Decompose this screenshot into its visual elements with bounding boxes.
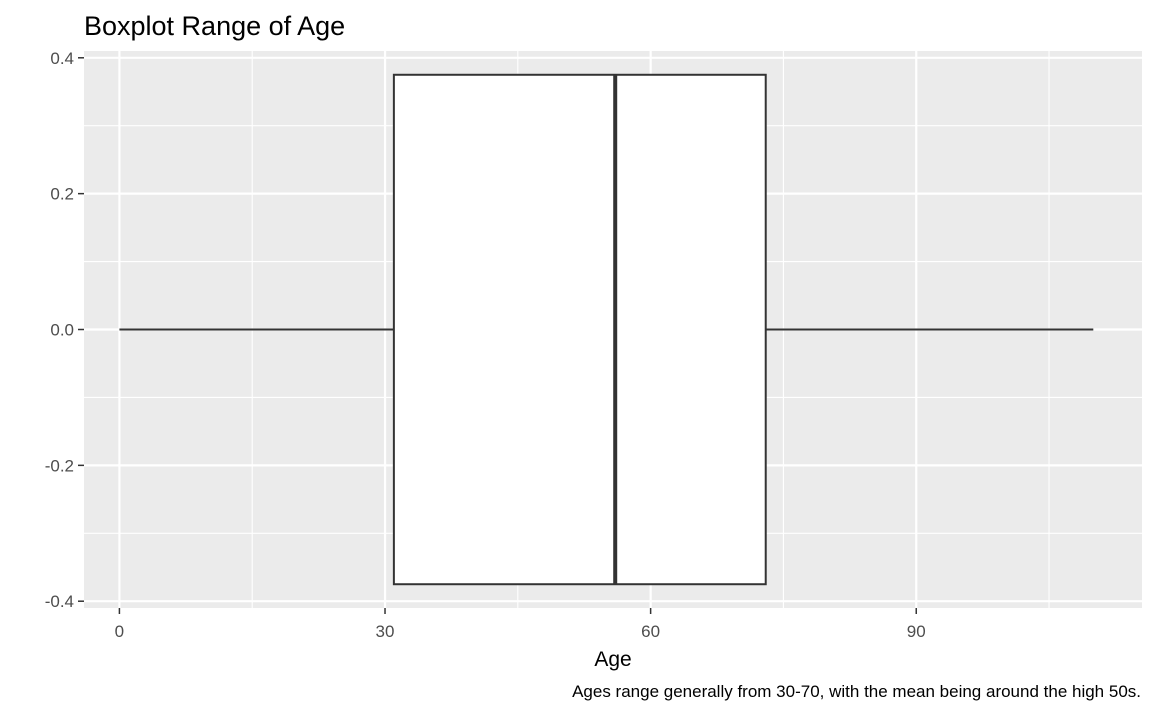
axes: 0 30 60 90 -0.4 -0.2 0.0 0.2 0.4 — [45, 49, 926, 641]
x-tick-label: 60 — [641, 622, 660, 641]
x-tick-label: 90 — [907, 622, 926, 641]
y-tick-label: 0.2 — [50, 185, 74, 204]
chart-caption: Ages range generally from 30-70, with th… — [572, 682, 1141, 701]
y-tick-label: -0.4 — [45, 592, 74, 611]
x-tick-label: 0 — [115, 622, 124, 641]
x-axis-title: Age — [594, 648, 631, 671]
y-tick-label: 0.4 — [50, 49, 74, 68]
y-tick-label: -0.2 — [45, 456, 74, 475]
boxplot-layer — [119, 73, 1094, 586]
y-tick-label: 0.0 — [50, 321, 74, 340]
interquartile-box — [392, 73, 767, 586]
x-tick-label: 30 — [376, 622, 395, 641]
chart-title: Boxplot Range of Age — [84, 11, 345, 41]
